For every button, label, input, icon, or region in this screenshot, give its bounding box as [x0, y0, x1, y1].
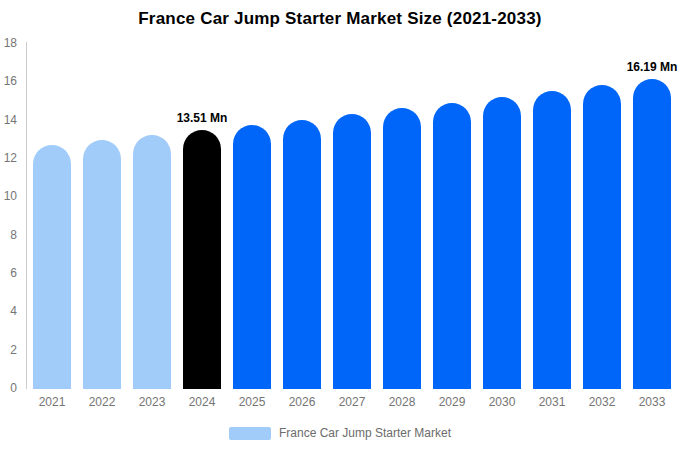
bar-slot-2027: 2027	[327, 44, 377, 389]
y-tick-label-0: 0	[10, 382, 17, 395]
bar-2032	[583, 85, 621, 389]
x-tick-label-2022: 2022	[77, 395, 127, 409]
legend: France Car Jump Starter Market	[0, 426, 680, 440]
bar-slot-2026: 2026	[277, 44, 327, 389]
bar-2031	[533, 91, 571, 389]
bar-2025	[233, 125, 271, 389]
plot-area: 202120222023202413.51 Mn2025202620272028…	[27, 44, 677, 389]
y-tick-label-18: 18	[4, 37, 17, 50]
x-tick-label-2021: 2021	[27, 395, 77, 409]
y-axis-ticks: 024681012141618	[0, 44, 18, 389]
data-label-2033: 16.19 Mn	[627, 60, 678, 74]
bar-2026	[283, 120, 321, 390]
bar-2024	[183, 130, 221, 389]
bar-slot-2025: 2025	[227, 44, 277, 389]
x-tick-label-2032: 2032	[577, 395, 627, 409]
x-tick-label-2029: 2029	[427, 395, 477, 409]
bar-slot-2031: 2031	[527, 44, 577, 389]
bar-slot-2024: 202413.51 Mn	[177, 44, 227, 389]
bar-slot-2033: 203316.19 Mn	[627, 44, 677, 389]
y-tick-label-4: 4	[10, 305, 17, 318]
y-tick-label-8: 8	[10, 229, 17, 242]
data-label-2024: 13.51 Mn	[177, 111, 228, 125]
x-tick-label-2031: 2031	[527, 395, 577, 409]
x-tick-label-2024: 2024	[177, 395, 227, 409]
x-tick-label-2025: 2025	[227, 395, 277, 409]
bar-2033	[633, 79, 671, 389]
bar-2029	[433, 103, 471, 389]
bar-2022	[83, 140, 121, 389]
y-tick-label-12: 12	[4, 152, 17, 165]
y-tick-label-14: 14	[4, 114, 17, 127]
x-tick-label-2026: 2026	[277, 395, 327, 409]
y-tick-label-16: 16	[4, 75, 17, 88]
bar-slot-2028: 2028	[377, 44, 427, 389]
y-tick-label-2: 2	[10, 344, 17, 357]
x-tick-label-2028: 2028	[377, 395, 427, 409]
bar-2023	[133, 135, 171, 389]
bar-slot-2032: 2032	[577, 44, 627, 389]
bar-slot-2023: 2023	[127, 44, 177, 389]
x-tick-label-2023: 2023	[127, 395, 177, 409]
y-tick-label-6: 6	[10, 267, 17, 280]
y-tick-label-10: 10	[4, 190, 17, 203]
bar-2027	[333, 114, 371, 389]
x-tick-label-2033: 2033	[627, 395, 677, 409]
bar-slot-2021: 2021	[27, 44, 77, 389]
chart-title: France Car Jump Starter Market Size (202…	[0, 9, 680, 29]
bar-2021	[33, 145, 71, 389]
bar-slot-2029: 2029	[427, 44, 477, 389]
bar-2028	[383, 108, 421, 389]
legend-label: France Car Jump Starter Market	[279, 426, 451, 440]
x-tick-label-2027: 2027	[327, 395, 377, 409]
bar-slot-2022: 2022	[77, 44, 127, 389]
x-tick-label-2030: 2030	[477, 395, 527, 409]
bar-2030	[483, 97, 521, 389]
bar-chart: France Car Jump Starter Market Size (202…	[0, 0, 680, 450]
legend-swatch	[229, 427, 271, 440]
bar-slot-2030: 2030	[477, 44, 527, 389]
